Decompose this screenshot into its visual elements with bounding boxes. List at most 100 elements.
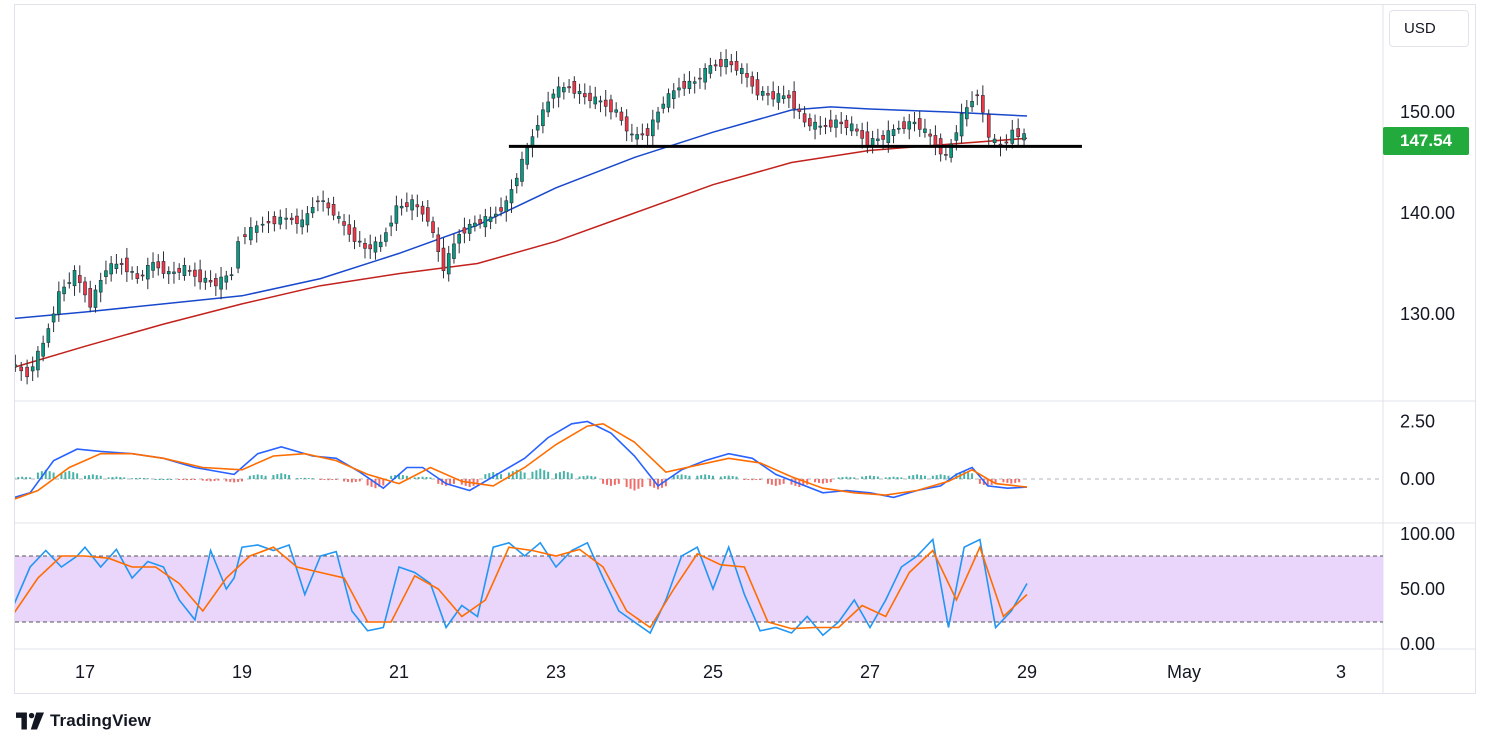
time-axis-label-7: May (1167, 662, 1201, 682)
candle-body (562, 87, 566, 93)
macd-histogram-bar (543, 470, 546, 479)
macd-histogram-bar (154, 479, 157, 480)
macd-histogram-bar (264, 475, 267, 479)
last-price-value: 147.54 (1400, 131, 1452, 150)
macd-histogram-bar (358, 479, 361, 482)
macd-histogram-bar (657, 479, 660, 490)
candle-body (499, 207, 503, 212)
macd-histogram-bar (205, 479, 208, 481)
macd-histogram-bar (496, 473, 499, 479)
candle-body (193, 269, 197, 277)
candle-body (870, 138, 875, 147)
candle-body (109, 263, 113, 275)
candle-body (588, 92, 592, 102)
candle-body (896, 127, 901, 130)
candle-body (614, 109, 618, 113)
candle-body (828, 119, 833, 128)
candle-body (243, 234, 247, 237)
macd-histogram-bar (217, 479, 220, 481)
currency-button[interactable]: USD (1389, 10, 1469, 47)
macd-histogram-bar (323, 479, 326, 480)
macd-histogram-bar (488, 473, 491, 479)
macd-histogram-bar (354, 479, 357, 482)
macd-histogram-bar (586, 475, 589, 479)
candle-body (965, 107, 969, 120)
macd-histogram-bar (425, 477, 428, 479)
time-axis-label-0: 17 (75, 662, 95, 682)
candle-body (77, 275, 82, 283)
candle-body (46, 328, 51, 343)
macd-histogram-bar (500, 474, 503, 479)
candle-body (1022, 133, 1026, 141)
macd-histogram-bar (370, 479, 373, 487)
macd-histogram-bar (350, 479, 353, 483)
macd-histogram-bar (825, 479, 828, 483)
candle-body (766, 93, 770, 96)
chart-canvas[interactable]: 150.00 140.00 130.00 2.50 0.00 100.00 50.00 0… (5, 5, 1475, 693)
macd-histogram-bar (719, 476, 722, 479)
macd-histogram-bar (582, 476, 585, 479)
candle-body (114, 263, 119, 269)
candle-body (567, 86, 571, 89)
tradingview-logo[interactable]: TradingView (16, 711, 151, 731)
macd-histogram-bar (664, 479, 667, 487)
candle-body (337, 216, 341, 219)
candle-body (514, 177, 519, 187)
macd-histogram-bar (888, 477, 891, 479)
candle-body (415, 204, 420, 208)
candle-body (363, 243, 367, 249)
candle-body (593, 96, 598, 105)
macd-histogram-bar (276, 474, 279, 479)
candle-body (151, 262, 155, 271)
macd-histogram-bar (209, 479, 212, 482)
candle-body (146, 264, 150, 280)
candle-body (62, 286, 66, 295)
macd-histogram-bar (519, 471, 522, 479)
macd-histogram-bar (676, 475, 679, 479)
macd-histogram-bar (892, 476, 895, 479)
macd-histogram-bar (213, 479, 216, 481)
macd-histogram-bar (625, 479, 628, 488)
candle-body (272, 216, 277, 225)
macd-histogram-bar (539, 468, 542, 479)
macd-histogram-bar (260, 475, 263, 479)
macd-histogram-bar (759, 479, 762, 480)
candle-body (203, 277, 208, 283)
macd-histogram-bar (201, 479, 204, 481)
macd-histogram-bar (774, 479, 777, 486)
candle-body (509, 189, 514, 204)
candle-body (342, 221, 346, 226)
macd-histogram-bar (146, 478, 149, 480)
candle-body (609, 99, 613, 113)
candle-body (284, 217, 288, 220)
macd-histogram-bar (123, 477, 126, 479)
macd-histogram-bar (770, 479, 773, 485)
candle-body (254, 225, 259, 233)
macd-histogram-bar (747, 479, 750, 480)
price-tick-label-1: 140.00 (1400, 203, 1455, 223)
macd-histogram-bar (617, 479, 620, 484)
candle-body (582, 93, 587, 98)
candle-body (67, 282, 72, 284)
candle-body (331, 204, 336, 216)
macd-histogram-bar (229, 479, 232, 482)
macd-histogram-bar (331, 479, 334, 480)
time-axis-label-8: 3 (1336, 662, 1346, 682)
macd-histogram-bar (751, 479, 754, 481)
candle-body (535, 125, 540, 131)
candle-body (347, 224, 352, 235)
macd-histogram-bar (955, 473, 958, 479)
candle-body (224, 275, 229, 283)
candle-body (36, 350, 40, 371)
macd-histogram-bar (437, 479, 440, 484)
macd-histogram-bar (558, 472, 561, 479)
candle-body (734, 60, 739, 71)
candle-body (504, 200, 509, 212)
macd-histogram-bar (158, 479, 161, 480)
candle-body (739, 68, 744, 74)
time-axis-label-3: 23 (546, 662, 566, 682)
macd-histogram-bar (986, 479, 989, 486)
moving-average-line-1 (6, 137, 1028, 371)
candle-body (130, 271, 134, 273)
macd-tick-label-1: 0.00 (1400, 469, 1435, 489)
